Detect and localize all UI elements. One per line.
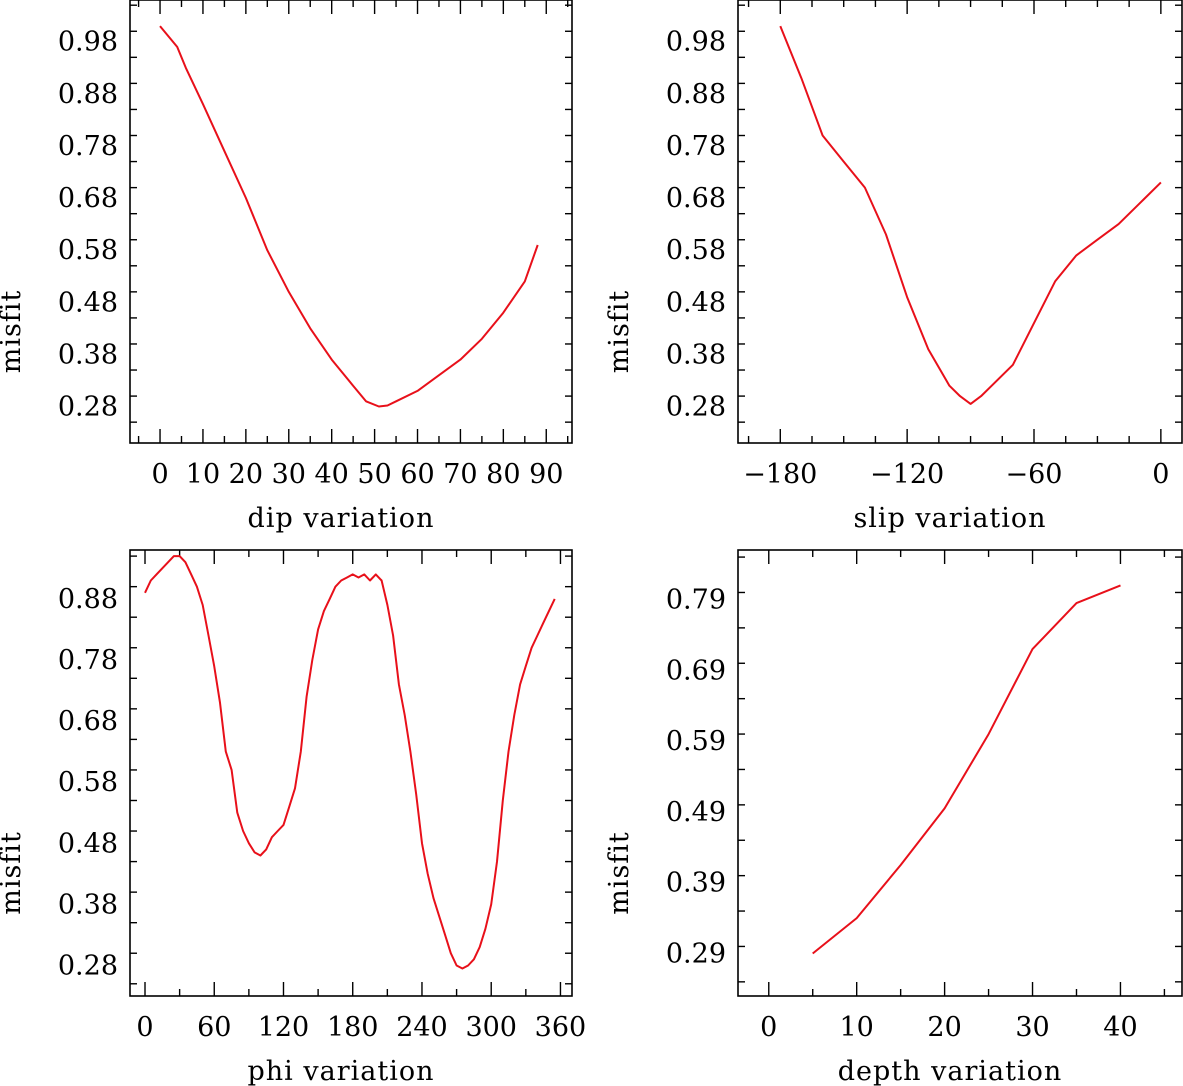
misfit-ylabel: misfit [0, 831, 27, 915]
x-tick-label: 50 [357, 459, 391, 490]
x-tick-label: 0 [136, 1012, 153, 1043]
x-tick-label: 10 [840, 1012, 874, 1043]
depth-variation-xlabel: depth variation [838, 1056, 1063, 1086]
x-tick-label: 30 [1015, 1012, 1049, 1043]
y-tick-label: 0.58 [58, 235, 118, 266]
x-tick-label: 40 [315, 459, 349, 490]
y-tick-label: 0.29 [666, 939, 726, 970]
misfit-ylabel: misfit [604, 831, 635, 915]
x-tick-label: 60 [197, 1012, 231, 1043]
x-tick-label: 180 [327, 1012, 379, 1043]
x-tick-label: 0 [151, 459, 168, 490]
y-tick-label: 0.38 [58, 339, 118, 370]
y-tick-label: 0.59 [666, 726, 726, 757]
y-tick-label: 0.38 [666, 339, 726, 370]
y-tick-label: 0.58 [58, 767, 118, 798]
x-tick-label: 90 [529, 459, 563, 490]
y-tick-label: 0.48 [58, 828, 118, 859]
x-tick-label: 0 [1152, 459, 1169, 490]
y-tick-label: 0.68 [666, 183, 726, 214]
x-tick-label: 120 [258, 1012, 310, 1043]
misfit-ylabel: misfit [0, 290, 27, 374]
depth-variation-panel: 0.29 0.39 0.49 0.59 0.69 0.79 0 10 20 30 40 depth v… [604, 549, 1183, 1086]
y-tick-label: 0.28 [58, 392, 118, 423]
x-tick-label: 360 [535, 1012, 587, 1043]
slip-variation-panel: 0.28 0.38 0.48 0.58 0.68 0.78 0.88 0.98 −180 −120… [604, 0, 1183, 534]
y-tick-label: 0.98 [58, 27, 118, 58]
y-tick-label: 0.69 [666, 655, 726, 686]
plot-frame [129, 0, 573, 444]
y-tick-label: 0.39 [666, 868, 726, 899]
x-tick-label: 60 [400, 459, 434, 490]
y-tick-label: 0.48 [58, 287, 118, 318]
plot-frame [737, 0, 1183, 444]
y-tick-label: 0.38 [58, 889, 118, 920]
slip-misfit-curve [779, 25, 1162, 405]
y-tick-label: 0.88 [58, 79, 118, 110]
y-tick-label: 0.78 [58, 131, 118, 162]
x-tick-label: −120 [870, 459, 944, 490]
phi-variation-panel: 0.28 0.38 0.48 0.58 0.68 0.78 0.88 0 60 120 180 240… [0, 549, 587, 1086]
depth-misfit-curve [812, 584, 1121, 955]
y-tick-label: 0.48 [666, 287, 726, 318]
dip-variation-panel: 0.28 0.38 0.48 0.58 0.68 0.78 0.88 0.98 0 10 20 30 4… [0, 0, 573, 534]
x-tick-label: −180 [743, 459, 817, 490]
x-tick-label: 40 [1103, 1012, 1137, 1043]
plot-frame [129, 549, 573, 997]
x-tick-label: 70 [443, 459, 477, 490]
y-tick-label: 0.68 [58, 183, 118, 214]
x-tick-label: 20 [229, 459, 263, 490]
y-tick-label: 0.28 [666, 392, 726, 423]
x-tick-label: 300 [465, 1012, 517, 1043]
y-tick-label: 0.98 [666, 27, 726, 58]
y-tick-label: 0.49 [666, 797, 726, 828]
y-tick-label: 0.88 [58, 584, 118, 615]
x-tick-label: 30 [272, 459, 306, 490]
dip-misfit-curve [159, 25, 539, 408]
x-tick-label: 20 [927, 1012, 961, 1043]
plot-frame [737, 549, 1183, 997]
y-tick-label: 0.79 [666, 585, 726, 616]
x-tick-label: 10 [186, 459, 220, 490]
y-tick-label: 0.88 [666, 79, 726, 110]
y-tick-label: 0.58 [666, 235, 726, 266]
x-tick-label: −60 [1006, 459, 1063, 490]
x-tick-label: 80 [486, 459, 520, 490]
x-tick-label: 0 [760, 1012, 777, 1043]
phi-variation-xlabel: phi variation [247, 1056, 434, 1086]
slip-variation-xlabel: slip variation [853, 503, 1046, 534]
misfit-ylabel: misfit [604, 290, 635, 374]
y-tick-label: 0.78 [666, 131, 726, 162]
dip-variation-xlabel: dip variation [248, 503, 435, 534]
y-tick-label: 0.68 [58, 706, 118, 737]
phi-misfit-curve [144, 555, 556, 970]
x-tick-label: 240 [396, 1012, 448, 1043]
y-tick-label: 0.78 [58, 645, 118, 676]
y-tick-label: 0.28 [58, 950, 118, 981]
